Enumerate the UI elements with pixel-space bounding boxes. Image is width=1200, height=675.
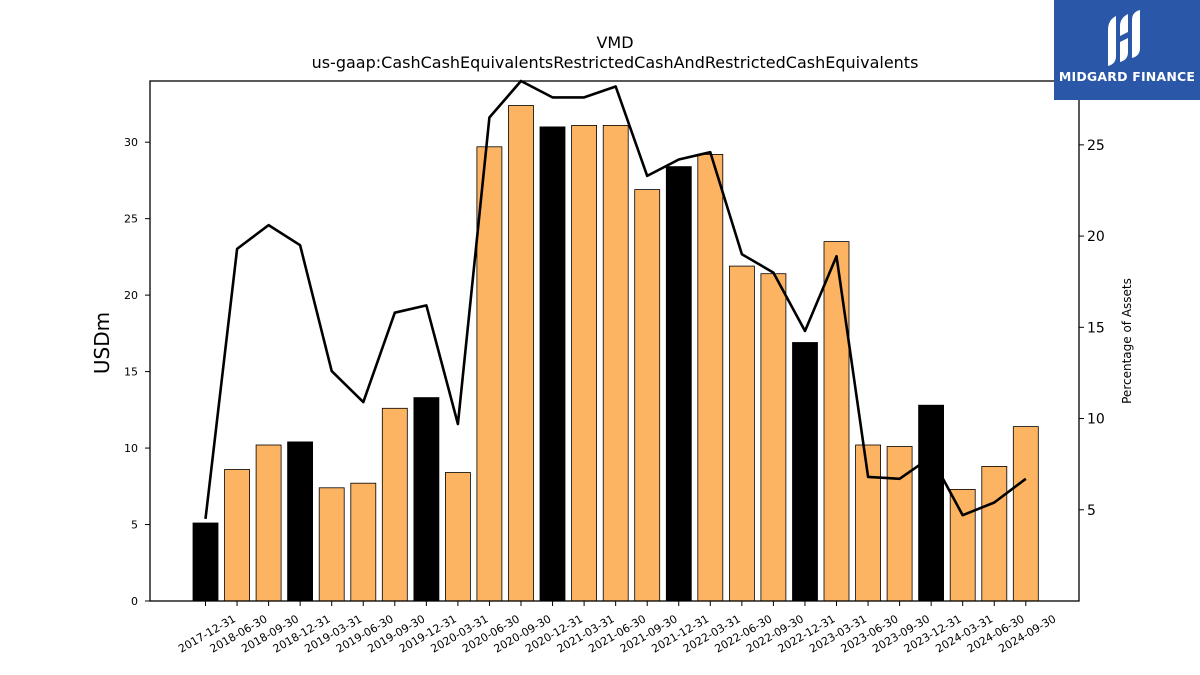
bar-2020-03-31 <box>444 472 471 602</box>
y-tick-label: 0 <box>131 595 138 608</box>
bar-2022-03-31 <box>697 153 724 602</box>
bar-2021-06-30 <box>602 125 629 602</box>
y-tick-label: 10 <box>124 442 138 455</box>
bar-2018-09-30 <box>255 444 282 602</box>
bar-2018-12-31 <box>287 441 314 602</box>
bar-2024-09-30 <box>1012 426 1039 602</box>
bar-2021-09-30 <box>634 189 661 602</box>
bar-2020-06-30 <box>476 146 503 602</box>
bar-2019-06-30 <box>350 482 377 602</box>
bar-2021-12-31 <box>665 166 692 602</box>
company-logo: MIDGARD FINANCE <box>1054 0 1200 100</box>
y-tick-label: 15 <box>124 366 138 379</box>
y-tick-label: 5 <box>131 519 138 532</box>
bar-2021-03-31 <box>571 125 597 602</box>
bar-2024-06-30 <box>981 465 1008 602</box>
logo-text: MIDGARD FINANCE <box>1058 69 1196 84</box>
y2-tick-label: 5 <box>1087 503 1096 519</box>
bar-2023-12-31 <box>918 404 944 602</box>
bar-2018-06-30 <box>224 469 251 602</box>
chart-subtitle: us-gaap:CashCashEquivalentsRestrictedCas… <box>312 53 919 72</box>
bar-2019-12-31 <box>413 397 440 602</box>
y2-axis-label: Percentage of Assets <box>1120 278 1134 404</box>
chart-title: VMD <box>596 33 633 52</box>
bar-2019-09-30 <box>381 407 408 602</box>
y2-tick-label: 25 <box>1087 138 1105 154</box>
plot-frame <box>149 80 1080 602</box>
y-tick-label: 20 <box>124 289 138 302</box>
y-tick-label: 30 <box>124 136 138 149</box>
bar-2017-12-31 <box>192 522 219 602</box>
bar-2022-06-30 <box>729 265 755 602</box>
bar-2020-12-31 <box>539 126 566 602</box>
bar-2022-09-30 <box>760 273 787 602</box>
bars-group <box>192 105 1039 602</box>
y-tick-label: 25 <box>124 213 138 226</box>
bar-2019-03-31 <box>318 487 345 602</box>
y2-tick-label: 15 <box>1087 320 1105 336</box>
y2-tick-label: 20 <box>1087 229 1105 245</box>
line-group <box>204 79 1027 520</box>
logo-mark-icon <box>1108 10 1140 66</box>
bar-2023-03-31 <box>823 241 850 602</box>
bar-2022-12-31 <box>792 342 818 602</box>
y-axis-label: USDm <box>90 312 114 374</box>
y2-tick-label: 10 <box>1087 412 1105 428</box>
percentage-line <box>204 79 1027 520</box>
bar-2020-09-30 <box>508 105 534 602</box>
bar-2024-03-31 <box>949 488 976 602</box>
bar-2023-09-30 <box>886 446 913 602</box>
